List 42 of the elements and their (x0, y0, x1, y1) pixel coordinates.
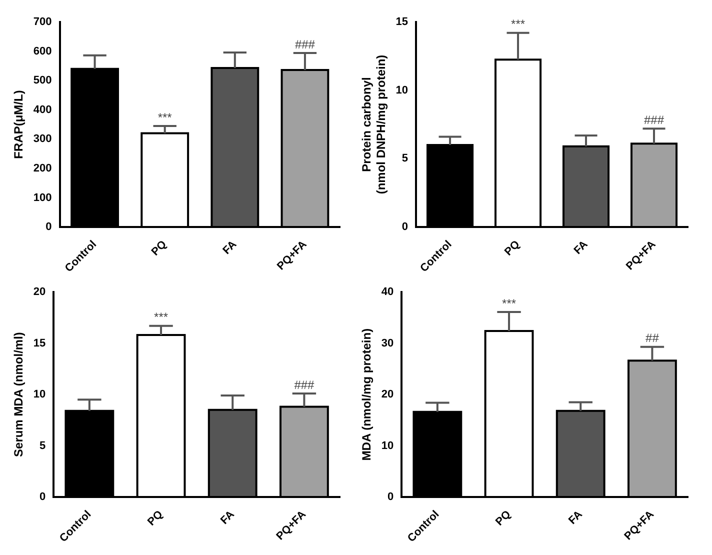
annotation: *** (158, 110, 172, 124)
x-tick-label: PQ (149, 238, 170, 258)
y-tick-label: 15 (396, 16, 408, 28)
annotation: ## (646, 331, 660, 346)
y-axis-title: Serum MDA (nmol/ml) (12, 332, 26, 457)
y-tick-label: 200 (33, 162, 52, 174)
annotation: ### (294, 378, 315, 392)
annotation: *** (511, 17, 526, 32)
x-tick-label: FA (566, 508, 585, 527)
annotation: *** (154, 310, 168, 324)
y-tick-label: 20 (33, 286, 46, 298)
annotation: ### (644, 112, 664, 127)
y-tick-label: 400 (33, 104, 52, 116)
x-tick-label: PQ (146, 508, 166, 528)
annotation: *** (502, 296, 516, 310)
y-axis-title: Protein carbonyl (nmol DNPH/mg protein) (360, 54, 388, 194)
y-tick-label: 500 (33, 74, 52, 87)
y-axis-title: MDA (nmol/mg protein) (360, 328, 374, 461)
x-tick-label: FA (218, 508, 237, 527)
y-tick-label: 40 (381, 286, 394, 298)
y-tick-label: 10 (381, 440, 394, 452)
x-tick-label: FA (220, 238, 240, 257)
x-tick-label: FA (572, 238, 590, 257)
y-tick-label: 10 (396, 84, 408, 96)
y-tick-label: 0 (40, 491, 46, 504)
y-tick-label: 300 (33, 133, 52, 146)
x-tick-label: PQ (494, 508, 514, 528)
y-tick-label: 20 (381, 388, 394, 401)
y-tick-label: 5 (40, 440, 46, 452)
y-tick-label: 100 (33, 192, 52, 204)
y-tick-label: 0 (46, 221, 52, 234)
y-axis-title: FRAP(μM/L) (12, 90, 26, 159)
y-tick-label: 0 (402, 221, 408, 234)
y-tick-label: 0 (388, 491, 394, 504)
annotation: ### (294, 37, 316, 52)
y-tick-label: 10 (33, 388, 46, 401)
y-tick-label: 600 (33, 45, 52, 58)
y-tick-label: 700 (33, 16, 52, 28)
x-tick-label: PQ (502, 238, 523, 258)
y-tick-label: 15 (33, 337, 46, 350)
y-tick-label: 5 (402, 152, 408, 165)
y-tick-label: 30 (381, 337, 394, 350)
